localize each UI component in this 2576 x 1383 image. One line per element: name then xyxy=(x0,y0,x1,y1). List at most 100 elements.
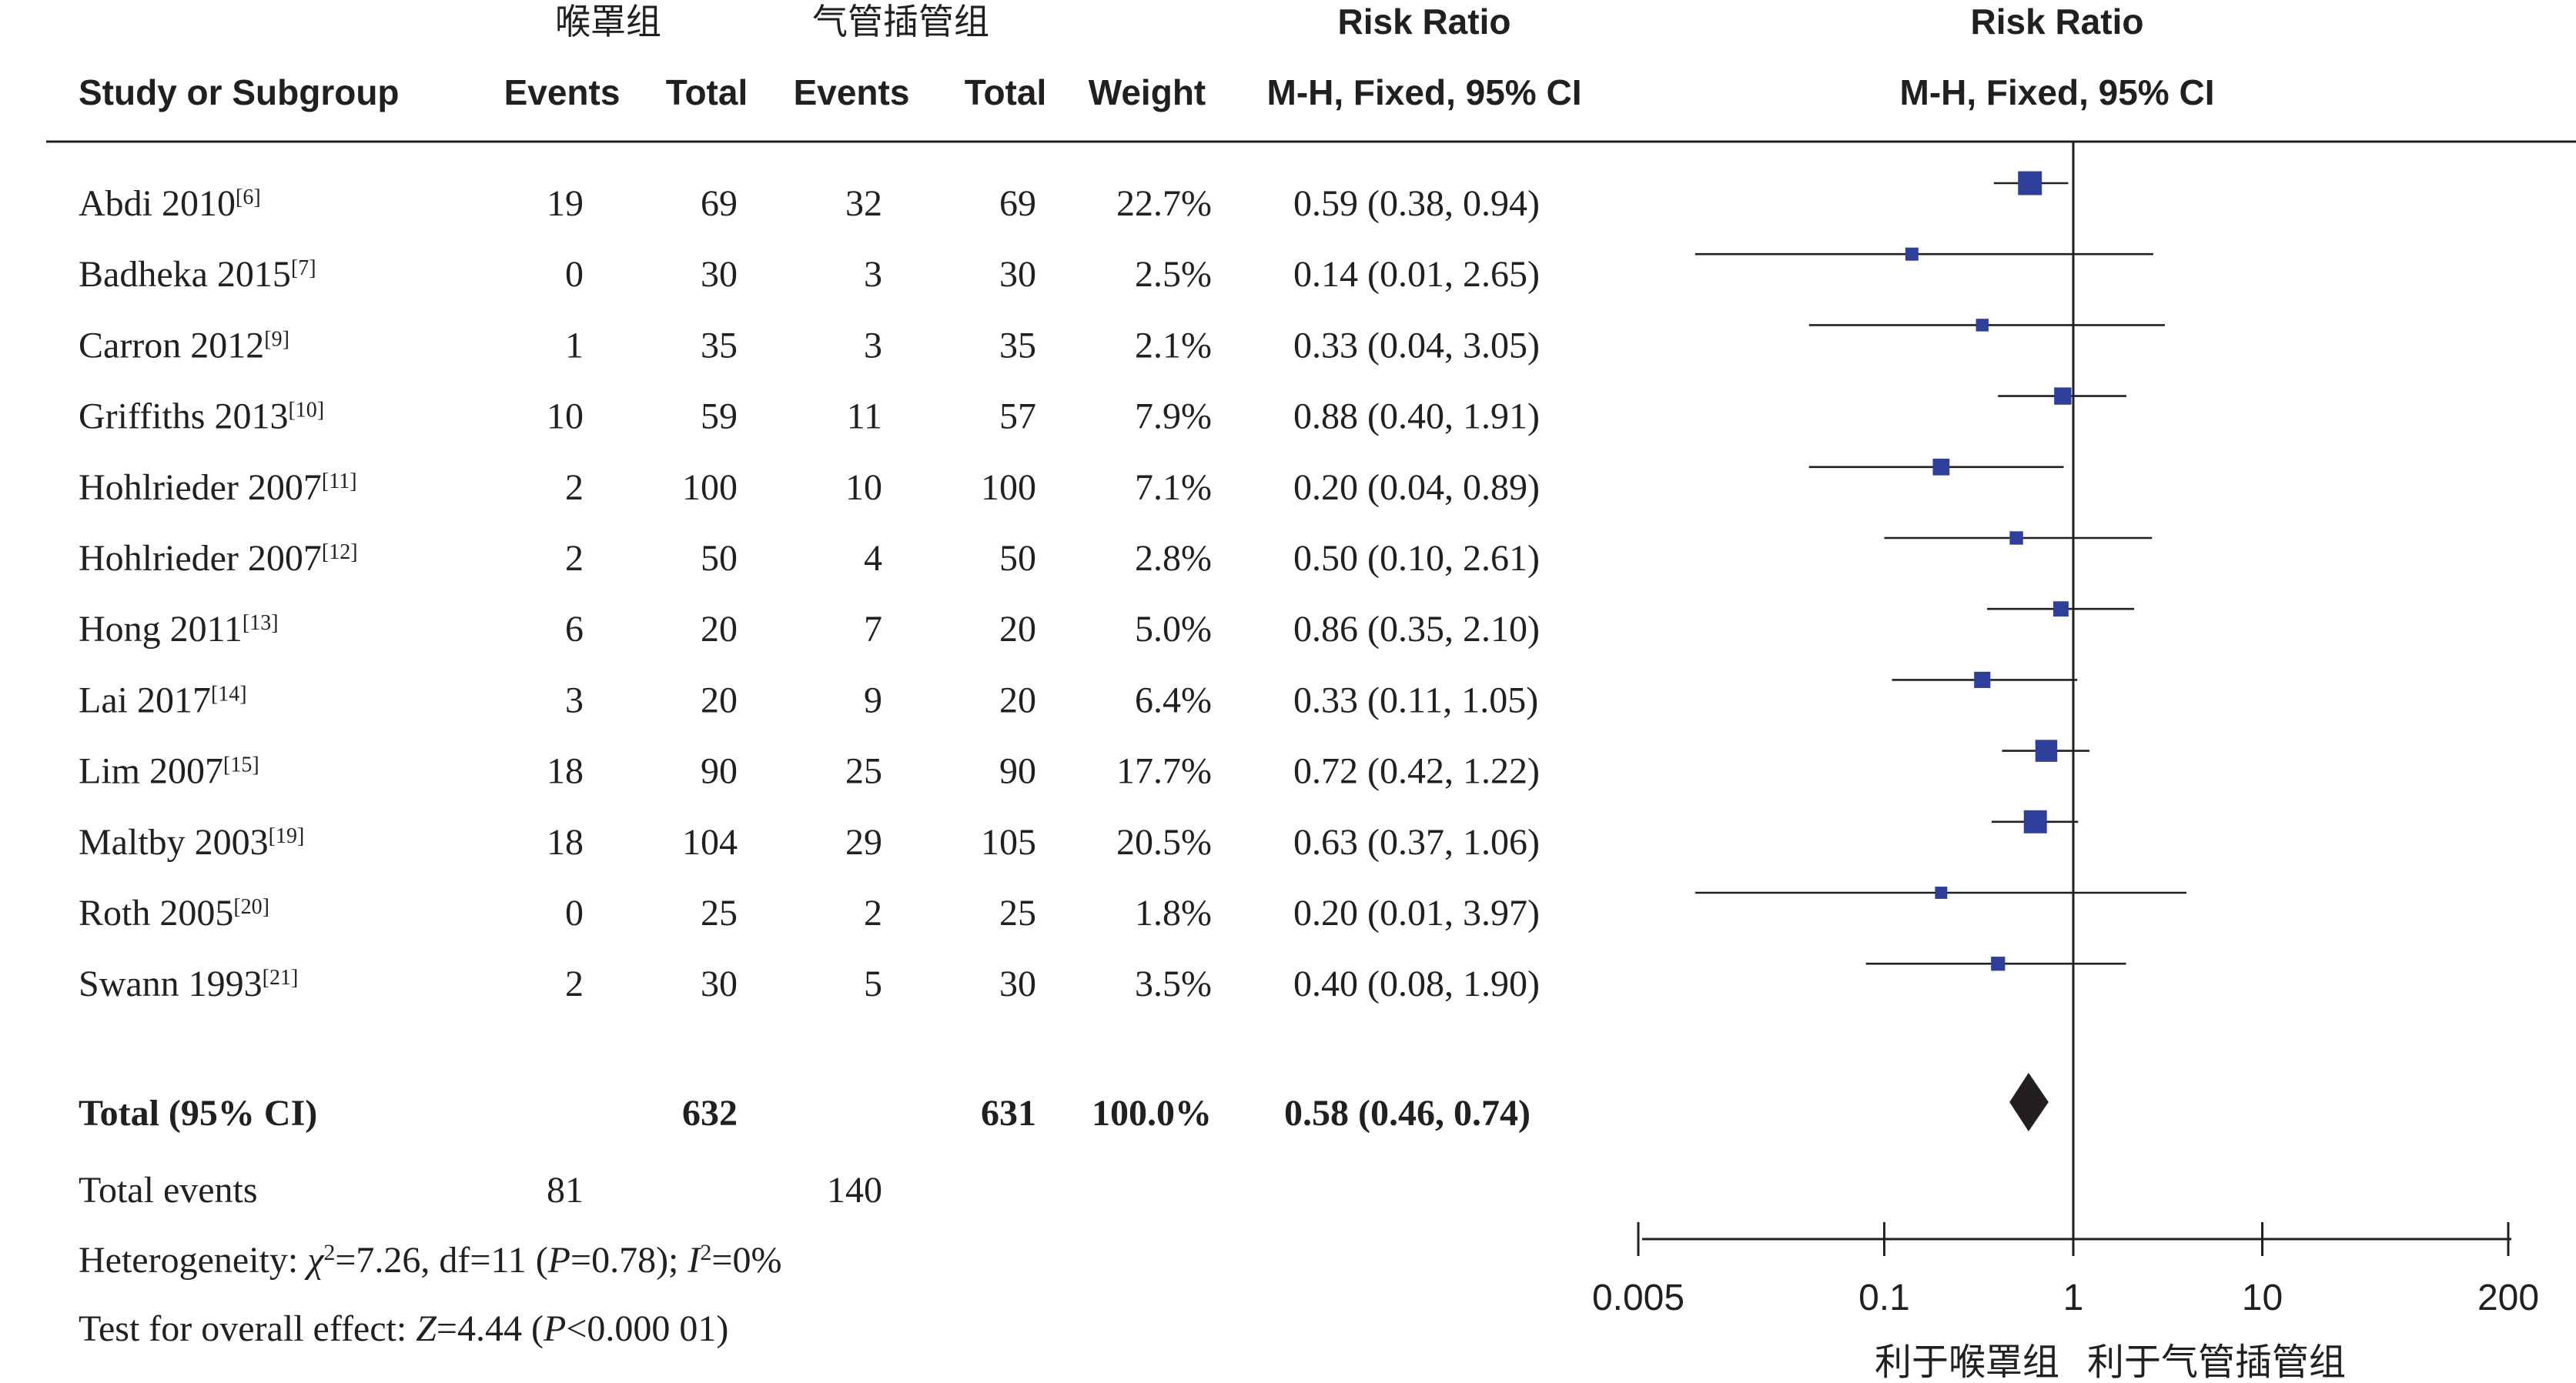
effect-square xyxy=(1975,319,1989,332)
cell-total-2: 20 xyxy=(999,609,1036,650)
cell-total-1: 69 xyxy=(701,183,738,224)
study-name: Swann 1993[21] xyxy=(79,964,298,1004)
study-name: Lai 2017[14] xyxy=(79,680,247,720)
cell-events-1: 0 xyxy=(565,893,584,934)
cell-events-2: 2 xyxy=(864,893,882,934)
cell-events-1: 2 xyxy=(565,467,584,508)
cell-events-2: 10 xyxy=(845,467,882,508)
cell-total-2: 35 xyxy=(999,325,1036,366)
heterogeneity-text: Heterogeneity: χ2=7.26, df=11 (P=0.78); … xyxy=(79,1240,781,1281)
cell-total-2: 30 xyxy=(999,964,1036,1004)
study-rows: Abdi 2010[6] 19 69 32 69 22.7% 0.59 (0.38, 0.9… xyxy=(79,183,1540,1004)
study-name-text: Hohlrieder 2007 xyxy=(79,467,322,508)
study-ref: [13] xyxy=(243,611,279,635)
cell-total-1: 20 xyxy=(701,609,738,650)
events-header-2: Events xyxy=(794,72,910,112)
x-tick-label: 0.005 xyxy=(1592,1278,1684,1318)
cell-weight: 6.4% xyxy=(1135,680,1212,720)
x-tick-label: 200 xyxy=(2477,1278,2539,1318)
study-row: Roth 2005[20] 0 25 2 25 1.8% 0.20 (0.01, 3.97) xyxy=(79,893,1540,934)
cell-total-2: 25 xyxy=(999,893,1036,934)
study-name-text: Lai 2017 xyxy=(79,680,211,720)
study-ref: [19] xyxy=(269,823,305,847)
effect-square xyxy=(2009,531,2023,545)
cell-events-2: 11 xyxy=(847,396,882,437)
cell-weight: 17.7% xyxy=(1116,751,1212,792)
effect-square xyxy=(2054,387,2072,405)
cell-ci: 0.33 (0.04, 3.05) xyxy=(1293,325,1540,366)
study-name-text: Carron 2012 xyxy=(79,325,264,366)
total-row: Total (95% CI) 632 631 100.0% 0.58 (0.46… xyxy=(79,1093,1531,1134)
cell-total-1: 25 xyxy=(701,893,738,934)
study-ref: [9] xyxy=(264,327,289,351)
study-ref: [15] xyxy=(223,753,259,777)
study-row: Lim 2007[15] 18 90 25 90 17.7% 0.72 (0.42, 1.2… xyxy=(79,751,1540,792)
cell-events-2: 29 xyxy=(845,822,882,863)
effect-square xyxy=(2023,810,2047,833)
cell-ci: 0.20 (0.04, 0.89) xyxy=(1293,467,1540,508)
cell-events-1: 2 xyxy=(565,538,584,579)
total-events-row: Total events 81 140 xyxy=(79,1170,882,1211)
cell-total-2: 69 xyxy=(999,183,1036,224)
total-n1: 632 xyxy=(682,1093,738,1134)
cell-weight: 22.7% xyxy=(1116,183,1212,224)
risk-ratio-column-title: Risk Ratio xyxy=(1338,2,1511,42)
cell-events-1: 2 xyxy=(565,964,584,1004)
cell-weight: 7.1% xyxy=(1135,467,1212,508)
cell-total-1: 20 xyxy=(701,680,738,720)
cell-total-1: 90 xyxy=(701,751,738,792)
cell-total-2: 50 xyxy=(999,538,1036,579)
study-row: Hong 2011[13] 6 20 7 20 5.0% 0.86 (0.35, 2.10) xyxy=(79,609,1540,650)
study-name: Lim 2007[15] xyxy=(79,751,259,792)
cell-events-1: 6 xyxy=(565,609,584,650)
effect-square xyxy=(1932,458,1950,476)
cell-total-1: 30 xyxy=(701,254,738,295)
cell-ci: 0.50 (0.10, 2.61) xyxy=(1293,538,1540,579)
study-name-text: Swann 1993 xyxy=(79,964,263,1004)
study-name: Roth 2005[20] xyxy=(79,893,269,934)
cell-total-2: 20 xyxy=(999,680,1036,720)
cell-ci: 0.72 (0.42, 1.22) xyxy=(1293,751,1540,792)
study-ref: [20] xyxy=(233,895,269,919)
cell-events-2: 7 xyxy=(864,609,882,650)
events-header-1: Events xyxy=(504,72,621,112)
cell-ci: 0.20 (0.01, 3.97) xyxy=(1293,893,1540,934)
cell-events-1: 0 xyxy=(565,254,584,295)
x-tick-label: 10 xyxy=(2242,1278,2283,1318)
overall-effect-text: Test for overall effect: Z=4.44 (P<0.000… xyxy=(79,1308,728,1349)
cell-events-1: 10 xyxy=(547,396,584,437)
forest-plot-area: 0.005 0.1 1 10 200 利于喉罩组 利于气管插管组 xyxy=(1592,142,2539,1383)
cell-total-1: 104 xyxy=(682,822,738,863)
study-name: Griffiths 2013[10] xyxy=(79,396,324,437)
study-ref: [11] xyxy=(322,469,357,493)
cell-total-2: 100 xyxy=(981,467,1036,508)
study-row: Abdi 2010[6] 19 69 32 69 22.7% 0.59 (0.38, 0.9… xyxy=(79,183,1540,224)
total-header-1: Total xyxy=(666,72,748,112)
cell-weight: 3.5% xyxy=(1135,964,1212,1004)
total-label: Total (95% CI) xyxy=(79,1093,317,1134)
study-ref: [6] xyxy=(236,185,261,209)
cell-events-2: 32 xyxy=(845,183,882,224)
study-name: Hohlrieder 2007[12] xyxy=(79,538,358,579)
effect-square xyxy=(1905,247,1919,261)
study-name-text: Griffiths 2013 xyxy=(79,396,288,437)
study-name-text: Abdi 2010 xyxy=(79,183,236,224)
study-row: Badheka 2015[7] 0 30 3 30 2.5% 0.14 (0.01, 2.6… xyxy=(79,254,1540,295)
group-tracheal-header: 气管插管组 xyxy=(812,2,989,42)
favours-right-label: 利于气管插管组 xyxy=(2087,1342,2346,1379)
cell-ci: 0.14 (0.01, 2.65) xyxy=(1293,254,1540,295)
study-name: Hong 2011[13] xyxy=(79,609,279,650)
study-name: Abdi 2010[6] xyxy=(79,183,261,224)
cell-weight: 5.0% xyxy=(1135,609,1212,650)
cell-events-2: 25 xyxy=(845,751,882,792)
total-weight: 100.0% xyxy=(1092,1093,1212,1134)
effect-square xyxy=(1974,671,1991,688)
total-events-1: 81 xyxy=(547,1170,584,1211)
cell-ci: 0.88 (0.40, 1.91) xyxy=(1293,396,1540,437)
study-name-text: Hohlrieder 2007 xyxy=(79,538,322,579)
cell-total-1: 100 xyxy=(682,467,738,508)
cell-weight: 7.9% xyxy=(1135,396,1212,437)
effect-square xyxy=(1991,957,2006,971)
cell-weight: 20.5% xyxy=(1116,822,1212,863)
